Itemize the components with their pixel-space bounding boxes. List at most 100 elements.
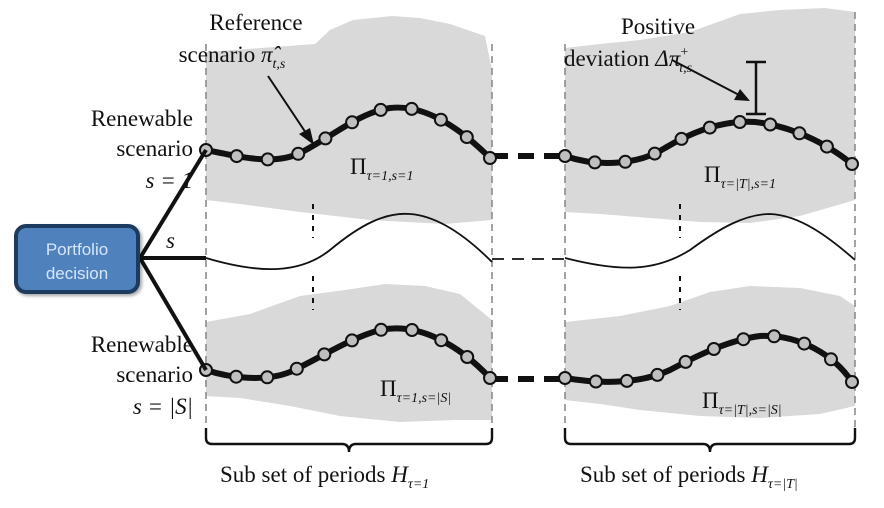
uncertainty-band-top-right [565,8,855,223]
scenario-marker [460,350,475,364]
scenario-marker [229,369,244,384]
scenario-first-line3: s = 1 [146,168,193,193]
positive-arrow [671,59,742,97]
decision-label-line1: Portfolio [46,240,108,259]
reference-arrow [267,75,309,137]
scenario-first-line1: Renewable [91,106,193,131]
scenario-marker [318,131,333,146]
price-subscript: τ=1,s=|S| [397,391,452,406]
scenario-last-index-prefix: s = [133,394,169,419]
scenario-marker [797,336,812,351]
scenario-marker [317,347,332,362]
scenario-last-line3: s = |S| [133,394,193,419]
scenario-curve-middle-right [564,213,856,269]
brace-right [563,428,857,453]
scenario-marker [619,373,634,388]
reference-arrowhead [299,128,314,145]
scenario-marker [374,322,389,337]
branch-to-last-scenario [138,256,208,372]
scenario-marker [558,371,572,385]
price-label-bottom-left: Πτ=1,s=|S| [380,376,451,406]
scenario-last-line2: scenario [116,362,193,387]
scenario-marker [291,146,306,161]
branch-label-s: s [166,228,175,253]
scenario-marker [404,101,419,116]
scenario-first-index: s = 1 [146,168,193,193]
tree-branches [138,148,208,372]
scenario-marker [483,371,497,385]
subset-subscript: τ=1 [408,477,429,492]
deviation-bracket [746,60,766,116]
scenario-marker [229,149,244,164]
portfolio-decision-node: Portfolio decision [14,224,140,294]
scenario-marker [260,152,275,167]
subset-symbol: H [390,462,409,487]
price-subscript: τ=1,s=1 [367,169,414,184]
scenario-marker [433,112,448,127]
price-symbol: Π [702,388,719,413]
scenario-marker [650,367,665,382]
scenario-marker [845,157,859,171]
subset-label-left: Sub set of periods Hτ=1 [220,462,429,492]
positive-arrowhead [734,89,750,101]
price-subscript: τ=|T|,s=|S| [719,403,782,418]
scenario-marker [706,342,721,356]
scenario-marker [845,375,859,389]
scenario-marker [289,361,304,376]
scenario-marker [763,117,778,132]
scenario-marker [434,333,449,348]
scenario-marker [558,149,572,163]
scenario-first-line2: scenario [116,136,193,161]
price-symbol: Π [350,154,367,179]
positive-subscript: t,s [679,61,692,76]
scenario-marker [588,374,603,389]
scenario-markers [199,101,859,389]
scenario-marker [483,151,497,165]
scenario-marker [345,115,360,130]
scenario-marker [702,120,717,135]
scenario-marker [674,131,689,146]
scenario-marker [260,370,275,385]
scenario-curve-middle-left [205,212,493,270]
scenario-marker [732,115,747,129]
price-symbol: Π [380,376,397,401]
positive-annotation-line1: Positive [621,14,695,39]
scenario-last-index-value: |S| [169,394,193,419]
scenario-marker [736,332,751,347]
scenario-marker [767,329,782,344]
scenario-marker [824,352,838,367]
subset-text: Sub set of periods [580,462,751,487]
price-label-top-right: Πτ=|T|,s=1 [704,162,776,192]
reference-annotation-line1: Reference [209,10,302,35]
positive-annotation-line2: deviation Δπ+ t,s [564,45,693,76]
subset-label-right: Sub set of periods Hτ=|T| [580,462,798,492]
scenario-marker [345,333,359,348]
positive-symbol: Δπ [654,46,681,71]
subset-subscript: τ=|T| [768,477,798,492]
scenario-marker [587,155,602,170]
branch-to-first-scenario [138,148,208,260]
scenario-last-line1: Renewable [91,332,193,357]
price-symbol: Π [704,162,721,187]
price-label-top-left: Πτ=1,s=1 [350,154,413,184]
positive-superscript: + [680,45,688,60]
price-label-bottom-right: Πτ=|T|,s=|S| [702,388,782,418]
positive-annotation-text: deviation [564,46,655,71]
scenario-marker [647,146,662,161]
subset-text: Sub set of periods [220,462,391,487]
brace-left [204,428,494,453]
uncertainty-band-bottom-left [206,284,492,422]
decision-label-line2: decision [46,264,108,283]
scenario-marker [792,126,807,141]
scenario-marker [373,102,388,117]
price-subscript: τ=|T|,s=1 [721,177,776,192]
scenario-marker [819,139,834,154]
decision-box [14,224,140,294]
scenario-marker [459,130,474,145]
scenario-marker [405,323,419,337]
reference-annotation-text: scenario [179,42,261,67]
subset-symbol: H [750,462,769,487]
reference-subscript: t,s [273,57,286,72]
